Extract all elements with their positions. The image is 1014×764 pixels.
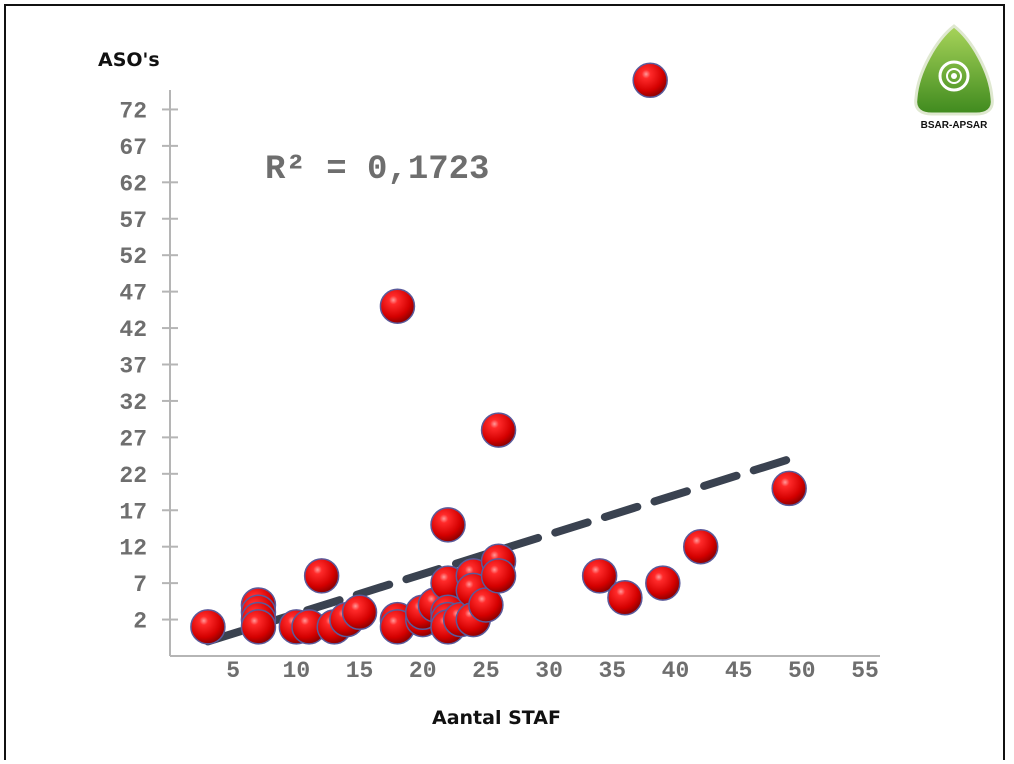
data-point (303, 558, 340, 594)
y-axis-title: ASO's (98, 49, 160, 71)
data-point (771, 470, 807, 507)
logo-text: BSAR-APSAR (921, 120, 988, 131)
y-tick-label: 7 (133, 572, 147, 598)
x-tick-label: 50 (788, 658, 816, 684)
data-point (682, 528, 719, 565)
r-squared-annotation: R² = 0,1723 (265, 151, 489, 189)
x-tick-label: 20 (409, 658, 437, 684)
x-tick-label: 55 (851, 658, 879, 684)
x-tick-label: 40 (662, 658, 690, 684)
data-points (190, 62, 807, 645)
bsar-apsar-logo: BSAR-APSAR (914, 24, 994, 131)
x-tick-label: 30 (535, 658, 563, 684)
data-point (480, 412, 517, 448)
x-axis-title: Aantal STAF (432, 707, 561, 729)
y-tick-label: 42 (119, 317, 147, 343)
data-point (632, 62, 668, 99)
data-point (645, 565, 681, 601)
y-tick-label: 12 (119, 536, 147, 562)
x-tick-label: 35 (598, 658, 626, 684)
x-tick-label: 45 (725, 658, 753, 684)
y-tick-label: 2 (133, 609, 147, 635)
x-tick-label: 10 (283, 658, 311, 684)
data-point (379, 288, 416, 324)
data-point (480, 558, 517, 594)
data-point (240, 609, 277, 645)
y-tick-label: 27 (119, 426, 147, 452)
data-point (607, 579, 643, 616)
data-point (341, 594, 378, 631)
data-point (581, 558, 618, 594)
y-tick-label: 62 (119, 171, 147, 197)
x-tick-label: 25 (472, 658, 500, 684)
logo-target-icon (938, 60, 970, 92)
y-tick-label: 67 (119, 135, 147, 161)
data-point (190, 609, 226, 645)
y-tick-label: 52 (119, 244, 147, 270)
x-axis-ticks: 5 10 15 20 25 30 35 40 45 50 55 (226, 658, 879, 684)
y-tick-label: 57 (119, 208, 147, 234)
y-tick-label: 47 (119, 281, 147, 307)
x-tick-label: 5 (226, 658, 240, 684)
x-tick-label: 15 (346, 658, 374, 684)
y-tick-label: 22 (119, 463, 147, 489)
data-point (430, 507, 466, 543)
y-tick-label: 32 (119, 390, 147, 416)
y-tick-label: 17 (119, 499, 147, 525)
y-tick-label: 37 (119, 354, 147, 380)
y-tick-label: 72 (119, 98, 147, 124)
